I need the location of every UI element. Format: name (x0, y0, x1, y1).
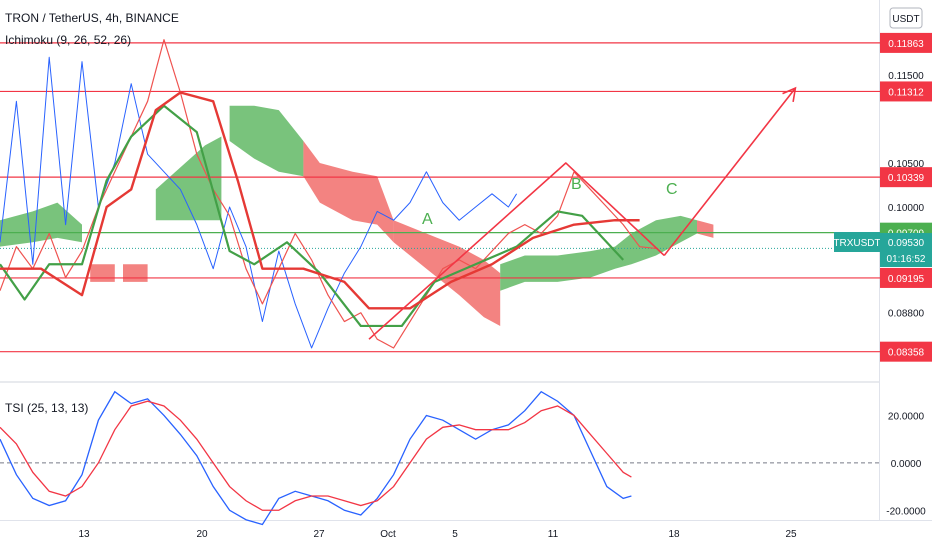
level-label-0.11312: 0.11312 (888, 87, 924, 98)
cloud-segment-bull-0 (0, 202, 82, 247)
tsi-tick-label: 0.0000 (891, 459, 922, 470)
level-label-box-0.11863 (880, 32, 932, 53)
level-label-box-0.08358 (880, 341, 932, 362)
price-axis: 0.11500 0.10500 0.10000 0.08800 (888, 71, 925, 320)
price-tick-label: 0.10500 (888, 159, 925, 170)
time-tick-label: 27 (313, 529, 325, 540)
level-label-0.11863: 0.11863 (888, 39, 924, 50)
current-price-value: 0.09530 (888, 238, 925, 249)
currency-badge-box[interactable] (889, 7, 923, 29)
price-tick-label: 0.11500 (888, 71, 924, 82)
current-price-box[interactable] (880, 233, 932, 267)
time-tick-label: Oct (380, 529, 396, 540)
cloud-segment-bear-6 (393, 220, 501, 326)
cloud-segment-bull-7 (500, 246, 615, 291)
level-label-0.09195: 0.09195 (888, 274, 925, 285)
wave-label-a: A (422, 211, 433, 228)
time-tick-label: 5 (452, 529, 458, 540)
time-tick-label: 11 (548, 529, 559, 540)
tsi-pane: 20.0000 0.0000 -20.0000 (0, 390, 926, 526)
ichimoku-legend: Ichimoku (9, 26, 52, 26) (5, 33, 131, 47)
cloud-segment-bull-8 (615, 215, 697, 269)
cloud-segment-bear-5 (303, 140, 394, 243)
currency-badge-text: USDT (892, 14, 919, 25)
countdown-timer: 01:16:52 (887, 254, 926, 265)
tsi-signal-line (0, 400, 632, 511)
time-tick-label: 18 (668, 529, 680, 540)
cloud-segment-bull-3 (155, 136, 222, 221)
ichimoku-cloud (0, 105, 714, 326)
currency-badge[interactable]: USDT (889, 7, 923, 29)
projection-path-1 (663, 87, 797, 256)
projection-arrowhead (782, 86, 797, 103)
cloud-segment-bear-9 (697, 220, 714, 238)
price-line (0, 39, 657, 349)
level-label-0.08358: 0.08358 (888, 348, 925, 359)
symbol-tag-box[interactable] (834, 232, 880, 252)
time-tick-label: 25 (785, 529, 797, 540)
time-axis: 13 20 27 Oct 5 11 18 25 (78, 529, 797, 540)
kijun-line (0, 104, 625, 328)
cloud-segment-bear-1 (90, 264, 115, 282)
time-tick-label: 20 (196, 529, 208, 540)
symbol-tag: TRXUSDT (833, 238, 880, 249)
level-label-box-0.11312 (880, 81, 932, 102)
tenkan-line (0, 91, 640, 310)
projection-paths (368, 86, 797, 340)
level-label-box-0.10339 (880, 167, 932, 188)
tsi-tick-label: -20.0000 (886, 506, 926, 517)
time-tick-label: 13 (78, 529, 90, 540)
wave-label-b: B (571, 176, 582, 193)
tsi-tick-label: 20.0000 (888, 411, 925, 422)
tsi-legend: TSI (25, 13, 13) (5, 401, 88, 415)
cloud-segment-bear-2 (123, 264, 148, 282)
price-tick-label: 0.10000 (888, 203, 925, 214)
current-price-label[interactable]: TRXUSDT 0.09530 01:16:52 (833, 232, 932, 267)
price-tick-label: 0.08800 (888, 309, 925, 320)
level-label-box-0.09195 (880, 267, 932, 288)
projection-path-0 (368, 162, 665, 340)
level-label-0.10339: 0.10339 (888, 173, 925, 184)
wave-label-c: C (666, 181, 678, 198)
indicator-lines (0, 39, 657, 349)
symbol-title: TRON / TetherUS, 4h, BINANCE (5, 11, 179, 25)
tsi-tsi-line (0, 390, 632, 526)
cloud-segment-bull-4 (229, 105, 304, 177)
chikou-line (0, 56, 518, 349)
